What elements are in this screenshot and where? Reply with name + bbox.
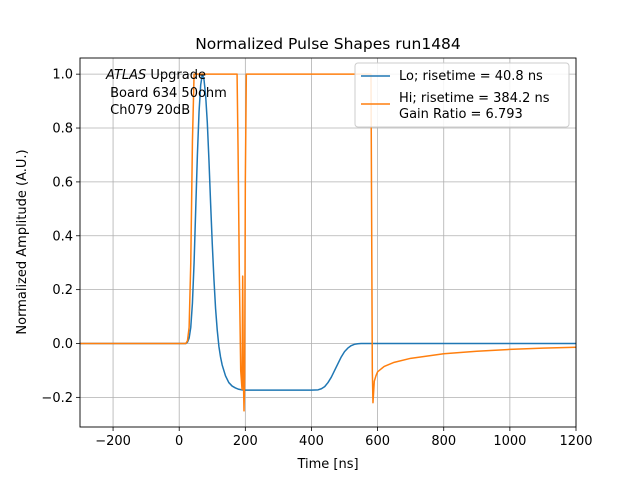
y-tick-label: 0.8 — [52, 122, 73, 137]
axis-ticks: −200 0 200 400 600 800 1000 1200 −0.2 0.0 0.2 0.4 0.… — [41, 68, 592, 449]
legend-label-hi-gain-ratio: Gain Ratio = 6.793 — [399, 107, 523, 122]
series-line-hi — [80, 73, 576, 412]
plot-clip — [80, 73, 576, 412]
series-line-lo — [80, 73, 576, 391]
chart-title: Normalized Pulse Shapes run1484 — [195, 35, 461, 53]
annotation-line-2: Board 634 50ohm — [106, 86, 227, 101]
y-tick-label: 0.0 — [52, 337, 73, 352]
plot-frame — [79, 57, 577, 428]
x-tick-label: −200 — [95, 434, 131, 449]
atlas-annotation: ATLAS Upgrade Board 634 50ohm Ch079 20dB — [105, 68, 227, 118]
x-tick-label: 400 — [299, 434, 324, 449]
annotation-line-3: Ch079 20dB — [106, 103, 190, 118]
y-tick-label: −0.2 — [41, 391, 73, 406]
x-tick-label: 1000 — [493, 434, 526, 449]
annotation-atlas: ATLAS — [105, 68, 146, 83]
series-layer — [80, 73, 576, 412]
legend-label-lo: Lo; risetime = 40.8 ns — [399, 69, 543, 84]
legend-label-hi: Hi; risetime = 384.2 ns — [399, 91, 550, 106]
x-tick-label: 1200 — [559, 434, 592, 449]
x-tick-label: 600 — [365, 434, 390, 449]
x-axis-title: Time [ns] — [296, 457, 358, 472]
y-tick-label: 0.2 — [52, 283, 73, 298]
annotation-upgrade: Upgrade — [146, 68, 206, 83]
y-tick-label: 1.0 — [52, 68, 73, 83]
y-axis-title: Normalized Amplitude (A.U.) — [15, 149, 30, 334]
annotation-line-1: ATLAS Upgrade — [105, 68, 206, 83]
y-tick-label: 0.4 — [52, 229, 73, 244]
legend: Lo; risetime = 40.8 ns Hi; risetime = 384… — [354, 62, 570, 128]
legend-box — [354, 62, 570, 128]
x-tick-label: 0 — [175, 434, 183, 449]
x-tick-label: 200 — [233, 434, 258, 449]
y-tick-label: 0.6 — [52, 175, 73, 190]
x-tick-label: 800 — [431, 434, 456, 449]
